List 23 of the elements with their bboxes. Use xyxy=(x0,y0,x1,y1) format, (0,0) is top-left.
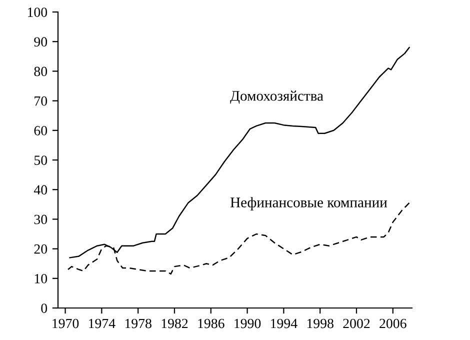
series-label: Нефинансовые компании xyxy=(230,197,388,210)
series-label: Домохозяйства xyxy=(230,90,324,104)
x-tick-label: 1974 xyxy=(89,318,116,328)
x-tick-label: 1994 xyxy=(271,318,298,328)
y-tick-label: 20 xyxy=(34,244,48,254)
x-tick-label: 1998 xyxy=(307,318,334,328)
x-tick-label: 1982 xyxy=(162,318,188,328)
y-tick-label: 80 xyxy=(34,66,48,76)
x-tick-label: 2006 xyxy=(380,318,406,328)
x-tick-label: 2002 xyxy=(343,318,370,328)
y-tick-label: 10 xyxy=(34,274,48,284)
y-tick-label: 50 xyxy=(34,156,48,165)
y-tick-label: 40 xyxy=(34,185,48,195)
y-tick-label: 0 xyxy=(41,304,48,313)
y-tick-label: 60 xyxy=(34,126,48,136)
y-tick-label: 30 xyxy=(34,214,48,224)
x-tick-label: 1986 xyxy=(198,318,224,328)
x-tick-label: 1970 xyxy=(52,318,79,328)
y-tick-label: 100 xyxy=(28,8,48,17)
y-tick-label: 90 xyxy=(34,37,48,47)
y-tick-label: 70 xyxy=(34,96,48,106)
x-tick-label: 1990 xyxy=(234,318,261,328)
x-tick-label: 1978 xyxy=(125,318,152,328)
